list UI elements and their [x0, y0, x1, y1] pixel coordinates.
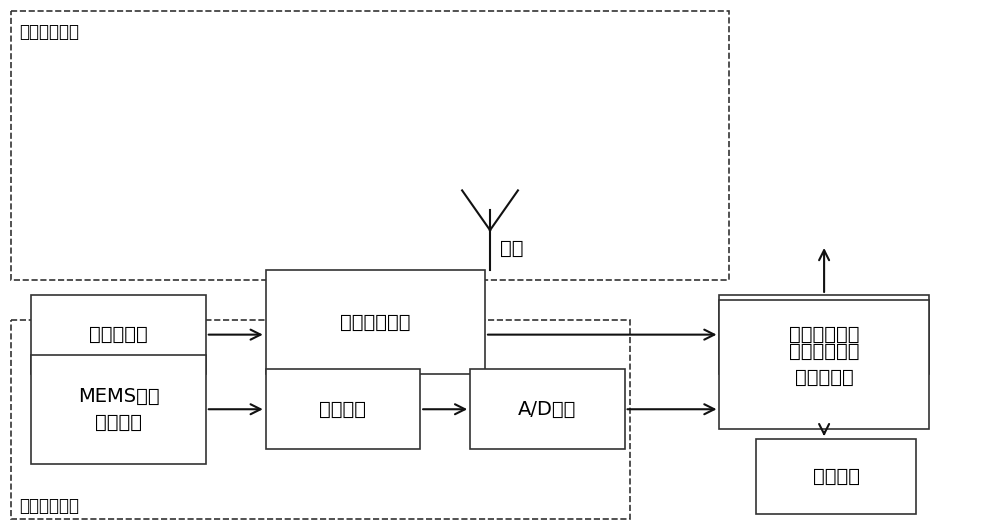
Bar	[31, 355, 206, 464]
Bar	[266, 270, 485, 374]
Text: 引爆装置: 引爆装置	[813, 467, 860, 486]
Text: A/D转换: A/D转换	[518, 400, 577, 419]
Bar	[719, 300, 929, 429]
Bar	[31, 295, 206, 374]
Text: 天线: 天线	[500, 238, 524, 258]
Text: 数字信号处理
与定高修正: 数字信号处理 与定高修正	[789, 342, 859, 387]
Bar	[11, 320, 630, 519]
Text: 调频测距模块: 调频测距模块	[19, 23, 79, 41]
Bar	[11, 11, 729, 280]
Text: 中频信号处理: 中频信号处理	[789, 325, 859, 344]
Text: 射频收发组件: 射频收发组件	[340, 313, 411, 332]
Bar	[266, 370, 420, 449]
Text: MEMS加速
度传感器: MEMS加速 度传感器	[78, 387, 159, 432]
Bar	[470, 370, 625, 449]
Text: 信号调理: 信号调理	[319, 400, 366, 419]
Text: 波形生成器: 波形生成器	[89, 325, 148, 344]
Bar	[756, 439, 916, 513]
Bar	[719, 295, 929, 374]
Text: 姿态测量模块: 姿态测量模块	[19, 497, 79, 515]
